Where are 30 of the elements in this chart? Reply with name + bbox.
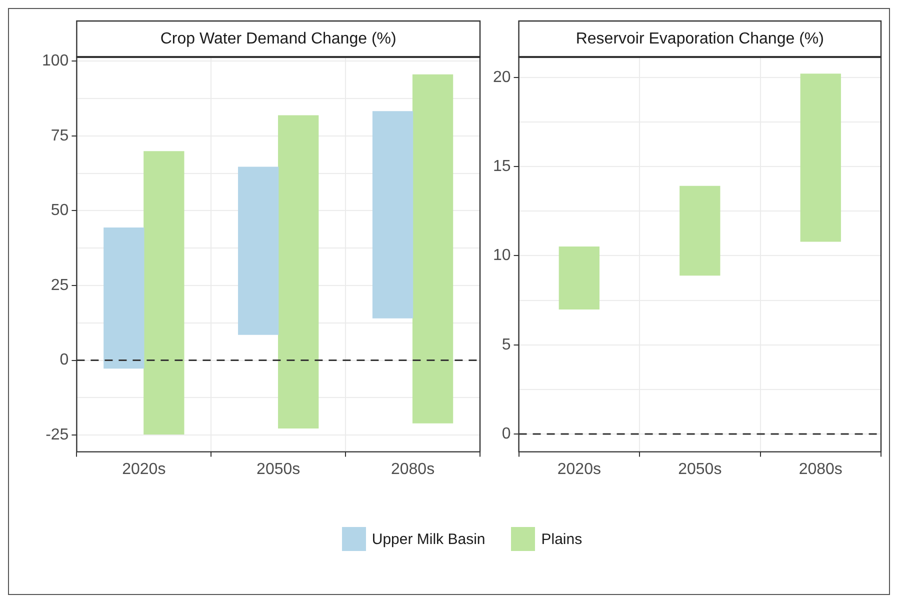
y-tick-label: 5 [502,336,511,354]
y-tick-label: 15 [493,158,511,176]
x-tick-label: 2080s [390,460,435,478]
bar [144,151,184,434]
legend-label: Upper Milk Basin [372,530,486,548]
bar [412,74,454,424]
y-tick-label: 75 [50,127,69,144]
y-tick-label: 0 [60,352,69,369]
y-tick-label: 25 [50,276,69,294]
bar [238,166,279,335]
bar [800,74,841,242]
bar [104,227,144,369]
x-tick-label: 2020s [122,460,166,478]
y-tick-label: 100 [42,52,69,70]
bar [558,246,600,310]
x-tick-label: 2080s [798,460,842,478]
x-tick-label: 2020s [557,460,601,478]
y-tick-label: 0 [502,425,511,442]
bar [372,111,414,318]
y-tick-label: 50 [50,202,69,220]
x-tick-label: 2050s [678,460,722,478]
x-tick-label: 2050s [256,460,300,478]
y-tick-label: 20 [493,68,511,86]
chart-title: Crop Water Demand Change (%) [160,30,396,48]
y-tick-label: 10 [493,247,511,264]
bar [278,115,319,428]
y-tick-label: -25 [46,426,69,444]
chart-title: Reservoir Evaporation Change (%) [576,30,824,48]
bar [680,186,720,276]
legend-label: Plains [541,530,582,548]
